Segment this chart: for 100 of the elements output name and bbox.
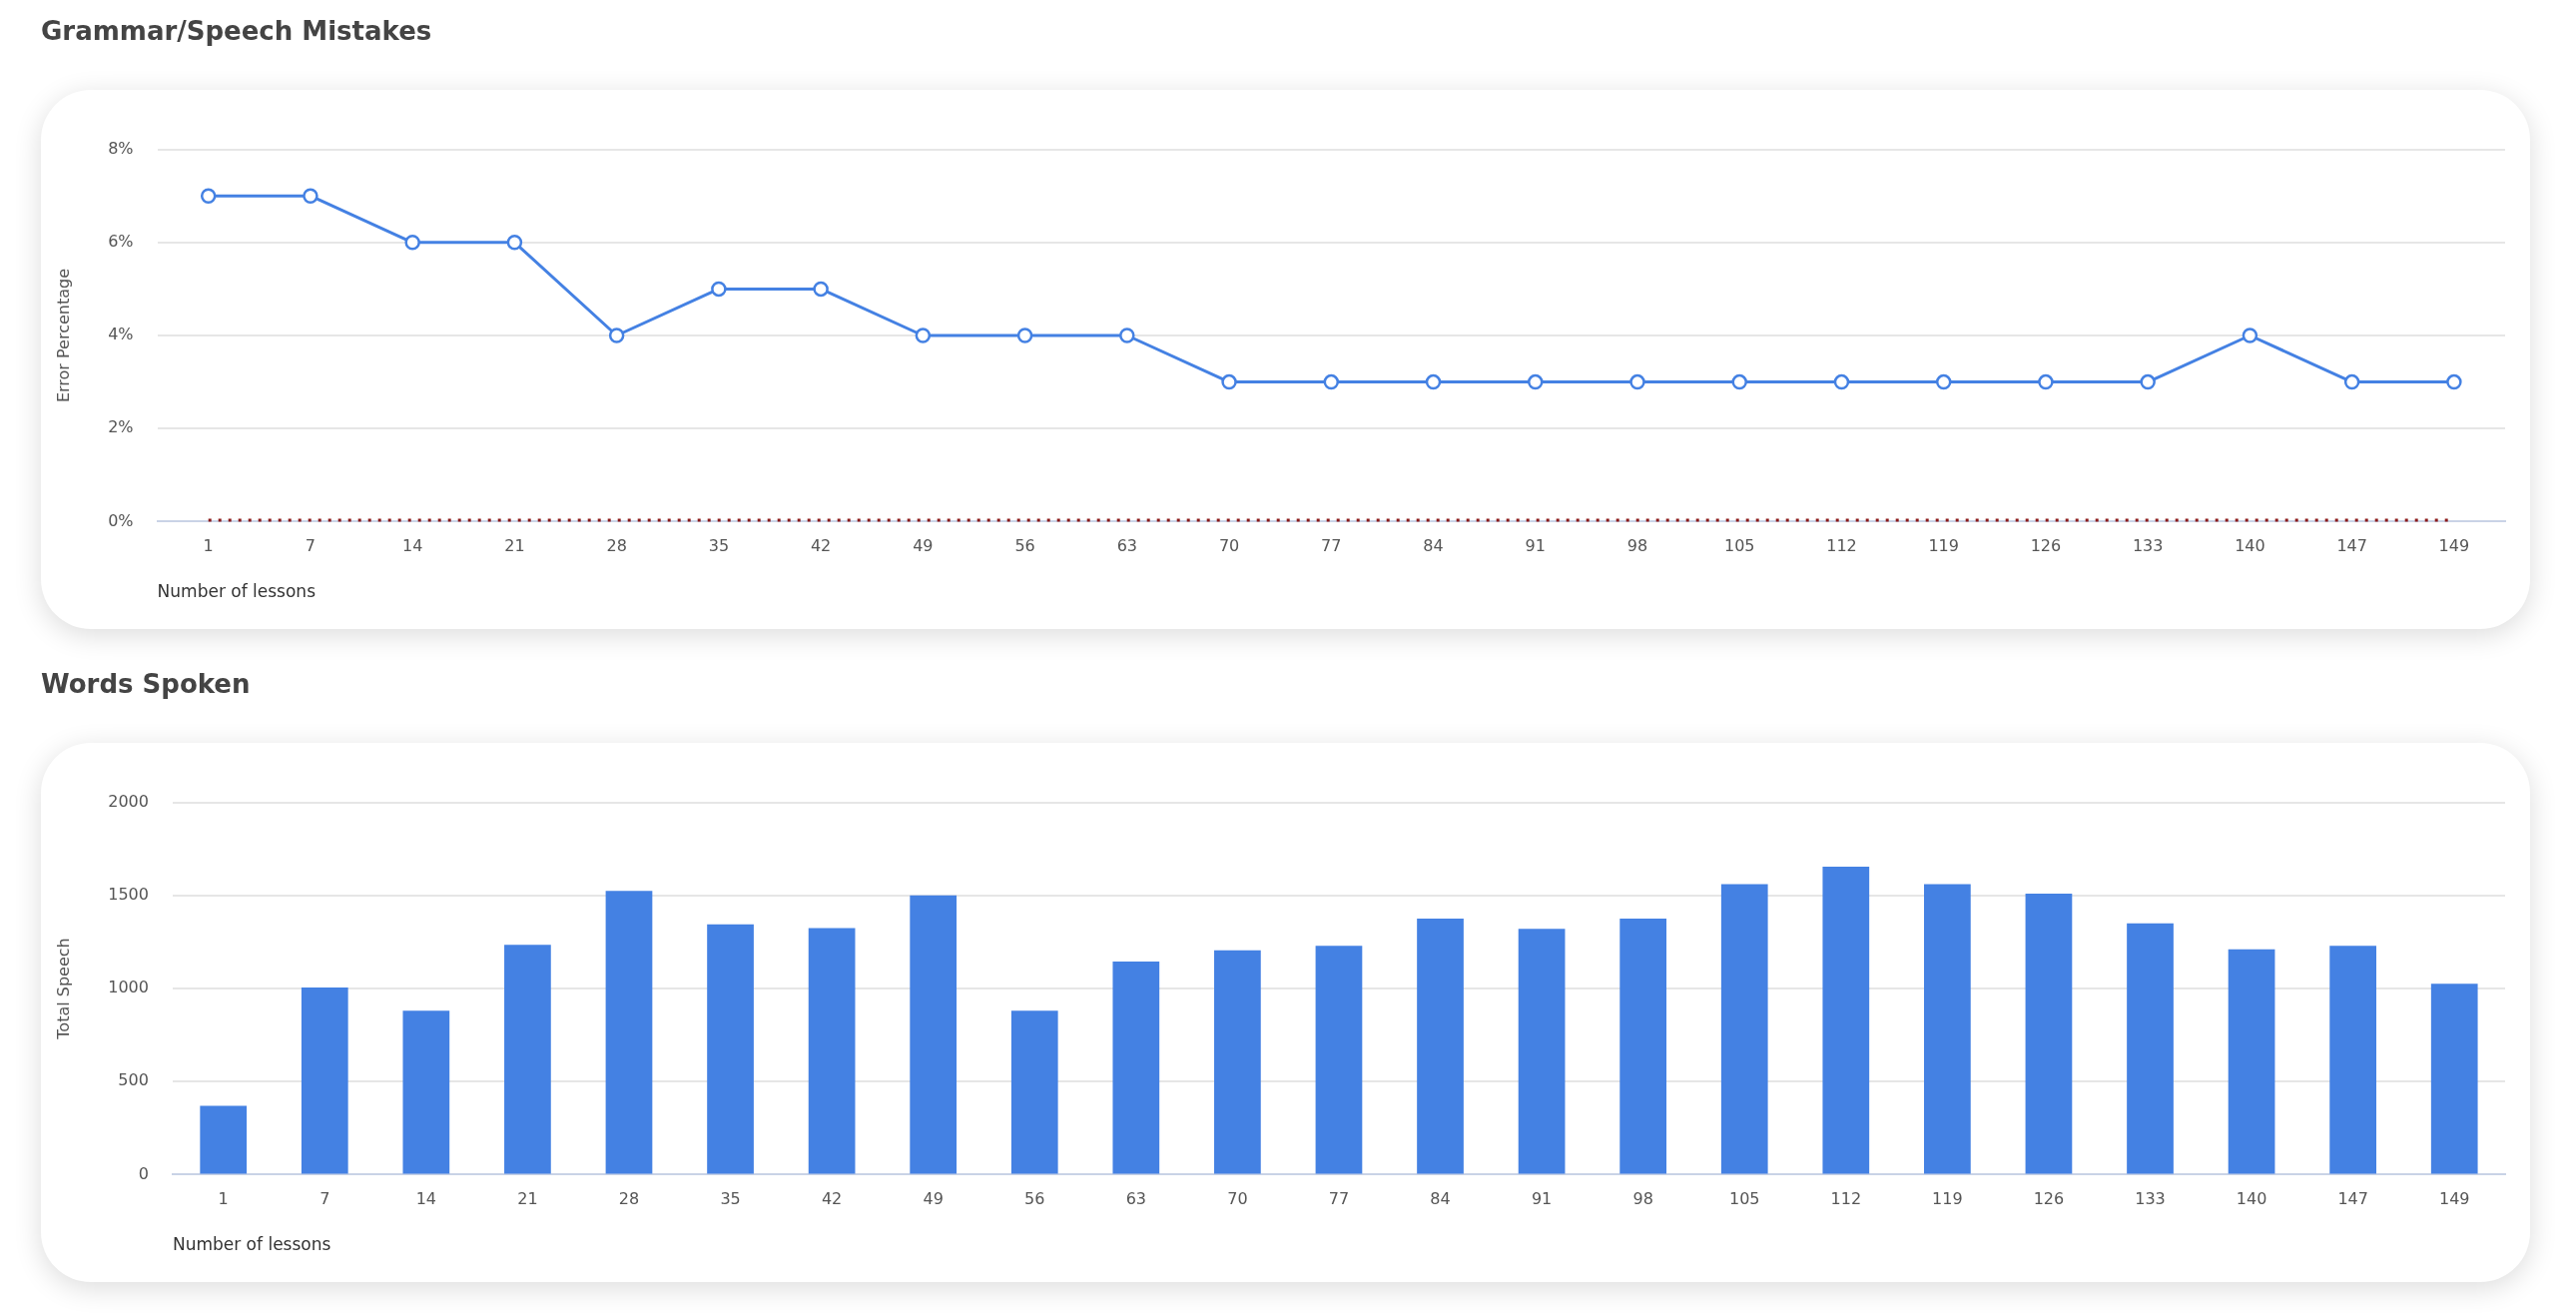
bar (605, 891, 653, 1174)
x-tick-label: 77 (1328, 1189, 1350, 1209)
y-tick-label: 1000 (108, 978, 149, 997)
x-tick-label: 105 (1728, 1189, 1760, 1209)
bar (1720, 884, 1768, 1174)
x-tick-label: 49 (923, 1189, 944, 1209)
point (303, 188, 319, 204)
x-tick-label: 147 (2337, 1189, 2368, 1209)
x-tick-label: 70 (1218, 536, 1240, 556)
x-tick-label: 28 (606, 536, 627, 556)
x-tick-label: 21 (504, 536, 525, 556)
x-tick-label: 98 (1626, 536, 1648, 556)
x-tick-label: 1 (218, 1189, 229, 1209)
y-tick-label: 0% (108, 510, 134, 530)
x-tick-label: 98 (1632, 1189, 1653, 1209)
point (711, 281, 727, 298)
bar (1010, 1010, 1058, 1174)
bar (1315, 946, 1363, 1174)
y-tick-label: 8% (108, 138, 134, 158)
x-tick-label: 7 (305, 536, 317, 556)
y-tick-label: 0 (138, 1163, 149, 1183)
y-tick-label: 6% (108, 231, 134, 251)
x-tick-label: 42 (821, 1189, 843, 1209)
y-axis-title: Error Percentage (53, 268, 73, 403)
x-tick-label: 91 (1525, 536, 1546, 556)
point (1935, 373, 1952, 390)
bar (707, 924, 754, 1174)
point (813, 281, 829, 298)
bar (1924, 884, 1971, 1174)
point (915, 328, 932, 343)
bar (2127, 923, 2174, 1174)
x-tick-label: 84 (1423, 536, 1444, 556)
bar (402, 1010, 450, 1174)
x-tick-label: 149 (2438, 536, 2470, 556)
x-tick-label: 149 (2438, 1189, 2470, 1209)
x-tick-label: 42 (810, 536, 832, 556)
bar (1417, 919, 1464, 1174)
x-tick-label: 84 (1430, 1189, 1451, 1209)
x-tick-label: 14 (415, 1189, 437, 1209)
y-tick-label: 500 (118, 1070, 149, 1090)
y-tick-label: 4% (108, 325, 134, 344)
x-tick-label: 14 (401, 536, 423, 556)
y-tick-label: 2000 (108, 791, 149, 811)
y-axis-title: Total Speech (53, 938, 73, 1040)
chart-title: Grammar/Speech Mistakes (41, 15, 432, 48)
x-tick-label: 35 (720, 1189, 741, 1209)
point (1528, 373, 1544, 390)
x-tick-label: 140 (2235, 536, 2265, 556)
x-tick-label: 112 (1830, 1189, 1862, 1209)
x-tick-label: 105 (1723, 536, 1755, 556)
x-axis-title: Number of lessons (157, 581, 317, 602)
x-tick-label: 21 (517, 1189, 538, 1209)
x-tick-label: 140 (2236, 1189, 2267, 1209)
x-tick-label: 126 (2033, 1189, 2065, 1209)
point (608, 328, 625, 343)
bar (2228, 949, 2275, 1174)
x-axis-title: Number of lessons (172, 1234, 331, 1255)
point (1221, 373, 1237, 390)
x-tick-label: 112 (1826, 536, 1857, 556)
point (506, 235, 523, 251)
bar (1214, 950, 1261, 1174)
chart-title: Words Spoken (41, 668, 251, 701)
x-tick-label: 147 (2336, 536, 2367, 556)
bar (1518, 929, 1566, 1174)
x-tick-label: 70 (1227, 1189, 1248, 1209)
x-tick-label: 56 (1014, 536, 1035, 556)
point (2242, 328, 2258, 343)
point (1425, 373, 1442, 390)
x-tick-label: 126 (2030, 536, 2062, 556)
point (2446, 373, 2462, 390)
bar (2329, 946, 2377, 1174)
bar (504, 945, 551, 1174)
x-tick-label: 119 (1932, 1189, 1963, 1209)
bar (2025, 893, 2073, 1174)
x-tick-label: 91 (1531, 1189, 1553, 1209)
point (2140, 373, 2156, 390)
x-tick-label: 133 (2132, 536, 2164, 556)
x-tick-label: 56 (1024, 1189, 1045, 1209)
x-tick-label: 49 (913, 536, 934, 556)
bar (910, 895, 958, 1174)
x-tick-label: 7 (320, 1189, 330, 1209)
x-tick-label: 119 (1928, 536, 1959, 556)
x-tick-label: 63 (1116, 536, 1137, 556)
point (1833, 373, 1850, 390)
bar (808, 928, 856, 1174)
x-tick-label: 77 (1321, 536, 1342, 556)
point (1323, 373, 1340, 390)
point (2038, 373, 2054, 390)
bar (2430, 984, 2478, 1174)
y-tick-label: 2% (108, 417, 134, 437)
point (200, 188, 217, 204)
x-tick-label: 133 (2135, 1189, 2166, 1209)
point (2343, 373, 2360, 390)
x-tick-label: 1 (203, 536, 214, 556)
bar (200, 1105, 248, 1174)
bar (1619, 919, 1667, 1174)
bar (1822, 866, 1870, 1174)
point (1629, 373, 1645, 390)
point (404, 235, 420, 251)
point (1016, 328, 1033, 343)
